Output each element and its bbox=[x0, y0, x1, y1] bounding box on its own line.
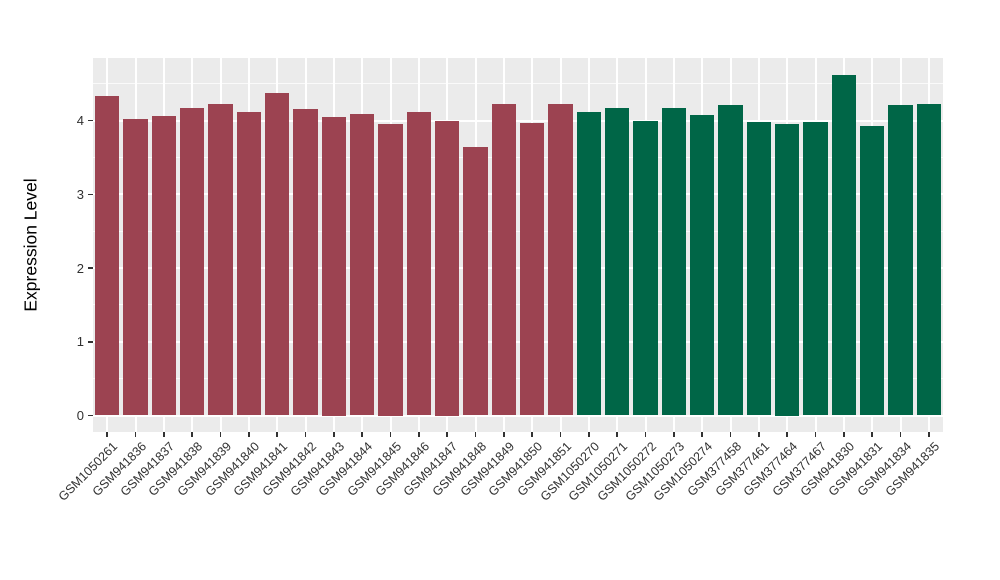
x-tick-mark bbox=[446, 432, 448, 437]
bar bbox=[406, 112, 432, 416]
x-tick-mark bbox=[134, 432, 137, 437]
bar bbox=[718, 105, 743, 416]
bar bbox=[519, 123, 545, 416]
x-tick-mark bbox=[418, 432, 420, 437]
x-tick-mark bbox=[191, 432, 193, 437]
gridline-major bbox=[93, 193, 943, 196]
y-tick-mark bbox=[88, 414, 93, 417]
y-tick-mark bbox=[88, 341, 93, 343]
gridline-major bbox=[93, 414, 943, 417]
gridline-minor bbox=[93, 230, 943, 232]
y-axis-title: Expression Level bbox=[20, 178, 41, 312]
x-tick-mark bbox=[304, 432, 307, 437]
bar bbox=[576, 111, 602, 416]
y-tick-label: 3 bbox=[76, 186, 84, 202]
x-tick-mark bbox=[503, 432, 505, 437]
bar bbox=[179, 107, 205, 416]
y-tick-mark bbox=[88, 193, 93, 195]
bar bbox=[661, 107, 687, 416]
x-tick-mark bbox=[786, 432, 788, 437]
bar bbox=[293, 108, 318, 416]
gridline-minor bbox=[93, 378, 943, 380]
gridline-major bbox=[93, 267, 943, 269]
x-tick-mark bbox=[758, 432, 760, 437]
bar bbox=[746, 121, 772, 416]
x-tick-mark bbox=[389, 432, 392, 437]
y-tick-label: 0 bbox=[76, 408, 84, 423]
bar bbox=[94, 96, 120, 416]
bar bbox=[888, 105, 913, 416]
bar bbox=[633, 121, 658, 416]
x-tick-mark bbox=[474, 432, 477, 437]
gridline-minor bbox=[93, 304, 943, 306]
gridline-minor bbox=[93, 83, 943, 85]
bar bbox=[548, 103, 573, 416]
bar bbox=[264, 93, 290, 416]
gridline-major bbox=[93, 119, 943, 122]
x-tick-mark bbox=[814, 432, 817, 437]
y-tick-label: 4 bbox=[76, 113, 84, 128]
bar bbox=[463, 147, 488, 416]
bar bbox=[689, 115, 715, 416]
bar bbox=[859, 125, 885, 416]
gridline-major bbox=[93, 340, 943, 343]
x-tick-mark bbox=[219, 432, 222, 437]
bar bbox=[321, 116, 347, 416]
bar bbox=[123, 119, 148, 416]
y-tick-mark bbox=[88, 119, 93, 122]
y-tick-mark bbox=[88, 267, 93, 269]
bar bbox=[831, 74, 857, 416]
x-tick-mark bbox=[729, 432, 732, 437]
bar bbox=[378, 124, 403, 416]
gridline-minor bbox=[93, 156, 943, 158]
x-tick-mark bbox=[531, 432, 533, 437]
x-tick-mark bbox=[644, 432, 647, 437]
y-tick-label: 2 bbox=[76, 260, 84, 276]
bar bbox=[434, 120, 460, 416]
x-tick-mark bbox=[559, 432, 562, 437]
x-tick-mark bbox=[163, 432, 165, 437]
x-tick-mark bbox=[588, 432, 590, 437]
x-tick-mark bbox=[361, 432, 363, 437]
y-tick-label: 1 bbox=[76, 334, 84, 350]
x-tick-mark bbox=[616, 432, 618, 437]
bar bbox=[491, 103, 517, 416]
bar bbox=[916, 104, 942, 416]
x-tick-mark bbox=[276, 432, 278, 437]
bar bbox=[151, 116, 177, 416]
bar bbox=[604, 107, 630, 416]
bar bbox=[803, 121, 828, 416]
bar bbox=[349, 113, 375, 416]
x-tick-mark bbox=[843, 432, 845, 437]
bar bbox=[236, 111, 262, 416]
x-tick-mark bbox=[899, 432, 902, 437]
x-tick-mark bbox=[701, 432, 703, 437]
x-tick-mark bbox=[333, 432, 335, 437]
x-tick-mark bbox=[106, 432, 108, 437]
x-tick-mark bbox=[673, 432, 675, 437]
bar bbox=[774, 124, 800, 416]
x-tick-mark bbox=[928, 432, 930, 437]
bar bbox=[208, 103, 233, 416]
x-tick-mark bbox=[248, 432, 250, 437]
x-tick-mark bbox=[871, 432, 873, 437]
